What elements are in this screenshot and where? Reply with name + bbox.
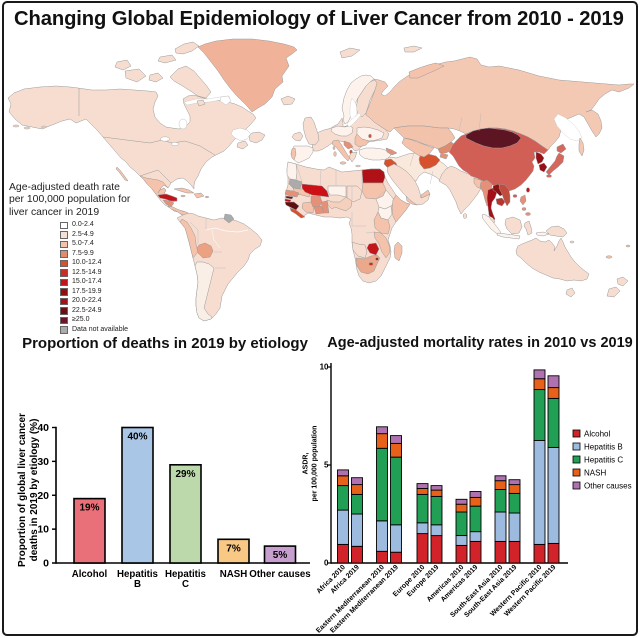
svg-text:Alcohol: Alcohol <box>72 569 108 580</box>
svg-text:B: B <box>134 579 141 590</box>
svg-text:40: 40 <box>37 422 49 434</box>
svg-text:Other causes: Other causes <box>584 482 632 491</box>
svg-text:Hepatitis C: Hepatitis C <box>584 456 623 465</box>
svg-text:10: 10 <box>37 524 49 536</box>
svg-text:Alcohol: Alcohol <box>584 430 610 439</box>
svg-text:0: 0 <box>324 559 329 568</box>
svg-text:40%: 40% <box>127 432 147 443</box>
svg-text:29%: 29% <box>175 469 195 480</box>
svg-text:NASH: NASH <box>584 469 606 478</box>
svg-text:C: C <box>182 579 189 590</box>
svg-text:10: 10 <box>320 363 329 372</box>
svg-text:Hepatitis B: Hepatitis B <box>584 443 623 452</box>
svg-text:20: 20 <box>37 490 49 502</box>
svg-text:5%: 5% <box>273 550 288 561</box>
svg-text:7%: 7% <box>226 543 241 554</box>
svg-text:5: 5 <box>324 461 329 470</box>
svg-text:30: 30 <box>37 456 49 468</box>
svg-text:Other causes: Other causes <box>249 569 310 580</box>
svg-text:0: 0 <box>43 558 49 570</box>
svg-text:NASH: NASH <box>220 569 247 580</box>
svg-text:Hepatitis: Hepatitis <box>165 569 206 580</box>
svg-text:19%: 19% <box>79 503 99 514</box>
svg-text:Hepatitis: Hepatitis <box>117 569 158 580</box>
